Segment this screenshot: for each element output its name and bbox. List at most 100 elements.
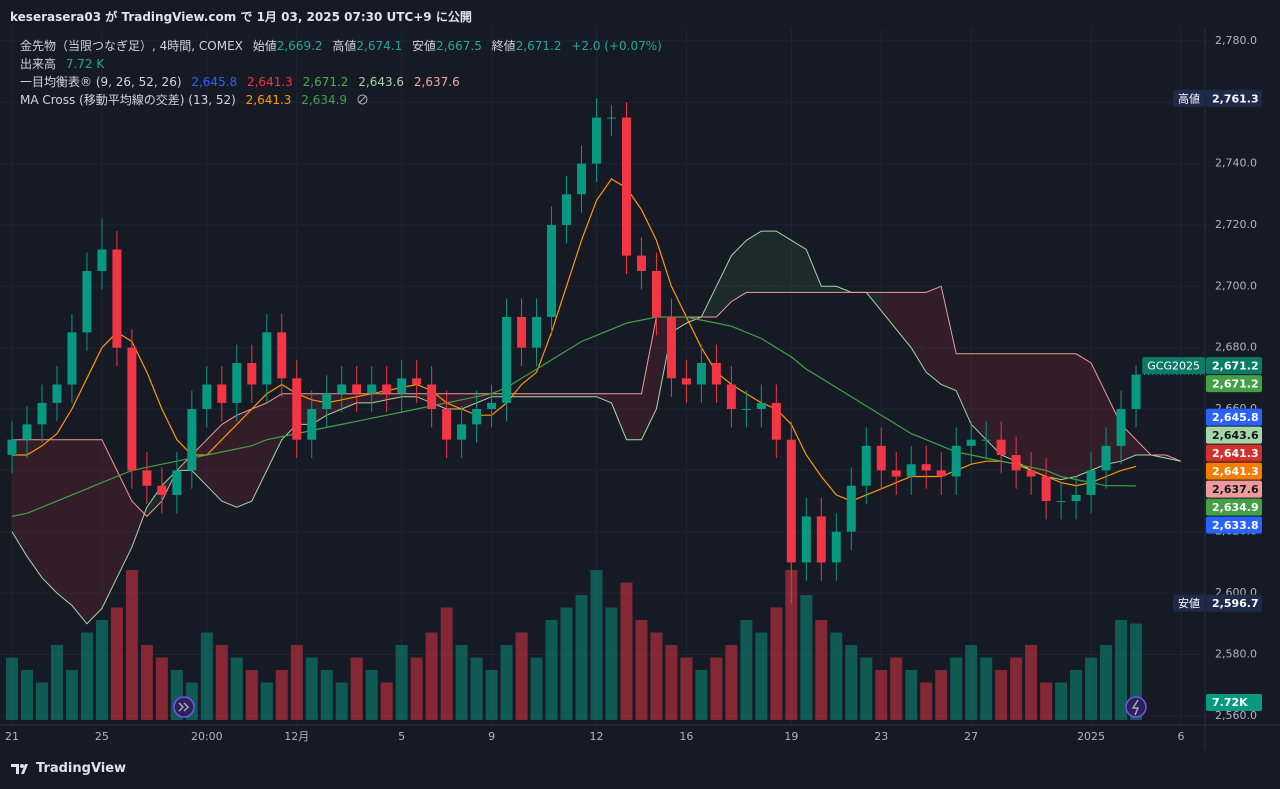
cloud-fill bbox=[101, 439, 117, 609]
candle-body bbox=[592, 117, 601, 164]
cloud-fill bbox=[611, 393, 627, 440]
candle-body bbox=[472, 409, 482, 425]
volume-bar bbox=[875, 670, 888, 720]
candle-body bbox=[337, 384, 347, 394]
volume-bar bbox=[860, 657, 873, 720]
x-tick-label: 2025 bbox=[1077, 730, 1105, 743]
volume-bar bbox=[725, 645, 738, 720]
price-badge bbox=[1206, 462, 1262, 480]
price-badge-title-bg bbox=[1173, 594, 1205, 612]
event-icon[interactable] bbox=[1125, 696, 1147, 718]
candle-body bbox=[367, 384, 377, 394]
price-badge-label: 2,641.3 bbox=[1212, 465, 1259, 478]
volume-bar bbox=[95, 620, 108, 720]
candle-body bbox=[397, 378, 407, 394]
volume-bar bbox=[290, 645, 303, 720]
price-badge bbox=[1206, 89, 1262, 107]
cloud-fill bbox=[596, 393, 612, 403]
event-icons bbox=[173, 696, 1147, 718]
cloud-fill bbox=[521, 393, 537, 397]
x-tick-label: 12 bbox=[590, 730, 604, 743]
volume-bar bbox=[830, 632, 843, 720]
volume-bar bbox=[965, 645, 978, 720]
volume-bar bbox=[155, 657, 168, 720]
volume-bar bbox=[425, 632, 438, 720]
indicator-name: 一目均衡表® (9, 26, 52, 26) bbox=[20, 75, 182, 89]
candle-body bbox=[1011, 455, 1021, 471]
cloud-fill bbox=[896, 292, 912, 348]
volume-bar bbox=[245, 670, 258, 720]
cloud-fill bbox=[86, 439, 102, 624]
candle-body bbox=[1131, 374, 1141, 410]
candle-body bbox=[1116, 409, 1126, 446]
candle-body bbox=[502, 316, 512, 403]
cloud-fill bbox=[626, 393, 642, 440]
volume-bar bbox=[800, 595, 813, 720]
volume-bar bbox=[845, 645, 858, 720]
cloud-fill bbox=[746, 231, 762, 293]
candle-body bbox=[861, 445, 871, 486]
volume-bar bbox=[215, 645, 228, 720]
volume-bar bbox=[335, 682, 348, 720]
price-badge-label: 2,641.3 bbox=[1212, 447, 1259, 460]
cloud-span-b bbox=[12, 285, 1182, 518]
cloud-fill bbox=[791, 240, 807, 293]
volume-bar bbox=[680, 657, 693, 720]
price-badge-label: 2,633.8 bbox=[1212, 519, 1259, 532]
candle-body bbox=[756, 402, 766, 410]
y-tick-label: 2,700.0 bbox=[1215, 279, 1257, 292]
y-tick-label: 2,780.0 bbox=[1215, 34, 1257, 47]
volume-bar bbox=[470, 657, 483, 720]
volume-bar bbox=[815, 620, 828, 720]
candle-body bbox=[487, 402, 497, 410]
candle-body bbox=[292, 378, 302, 440]
hidden-icon[interactable] bbox=[357, 94, 368, 105]
candle-body bbox=[127, 347, 137, 471]
candle-body bbox=[577, 163, 587, 195]
indicator-value: 2,637.6 bbox=[413, 75, 460, 89]
legend-row: 一目均衡表® (9, 26, 52, 26) 2,645.8 2,641.3 2… bbox=[20, 73, 668, 91]
candle-body bbox=[217, 384, 227, 403]
cloud-fill bbox=[191, 439, 207, 486]
y-tick-label: 2,720.0 bbox=[1215, 218, 1257, 231]
indicator-value: 2,641.3 bbox=[245, 93, 292, 107]
cloud-fill bbox=[716, 255, 732, 317]
volume-bar bbox=[50, 645, 63, 720]
candle-body bbox=[741, 409, 751, 411]
volume-bar bbox=[1085, 657, 1098, 720]
ohlc-value: 2,667.5 bbox=[436, 39, 482, 53]
candle-body bbox=[232, 363, 242, 403]
candle-body bbox=[651, 270, 661, 317]
volume-bar bbox=[365, 670, 378, 720]
volume-bar bbox=[605, 607, 618, 720]
cloud-fill bbox=[461, 393, 477, 410]
volume-bar bbox=[755, 632, 768, 720]
volume-bar bbox=[140, 645, 153, 720]
volume-bar bbox=[1070, 670, 1083, 720]
price-badge-label: 2,761.3 bbox=[1212, 92, 1259, 105]
cloud-fill bbox=[341, 393, 357, 410]
cloud-fill bbox=[1016, 353, 1032, 471]
volume-bar bbox=[575, 595, 588, 720]
volume-value: 7.72 K bbox=[65, 57, 105, 71]
cloud-fill bbox=[731, 240, 747, 302]
volume-bar bbox=[1100, 645, 1113, 720]
candle-body bbox=[142, 470, 152, 486]
cloud-fill bbox=[116, 470, 132, 578]
brand-logo bbox=[11, 763, 28, 774]
cloud-fill bbox=[236, 409, 252, 508]
cloud-fill bbox=[551, 393, 567, 397]
volume-bar bbox=[440, 607, 453, 720]
y-tick-label: 2,740.0 bbox=[1215, 157, 1257, 170]
candle-body bbox=[547, 224, 557, 317]
candle-body bbox=[517, 316, 527, 348]
volume-bar bbox=[620, 582, 633, 720]
candle-body bbox=[457, 424, 467, 440]
legend-row: 金先物（当限つなぎ足）, 4時間, COMEX 始値2,669.2 高値2,67… bbox=[20, 37, 668, 55]
ohlc-label: 安値 bbox=[412, 39, 437, 53]
candle-body bbox=[532, 316, 542, 348]
volume-bar bbox=[740, 620, 753, 720]
x-tick-label: 6 bbox=[1178, 730, 1185, 743]
x-tick-label: 19 bbox=[784, 730, 798, 743]
